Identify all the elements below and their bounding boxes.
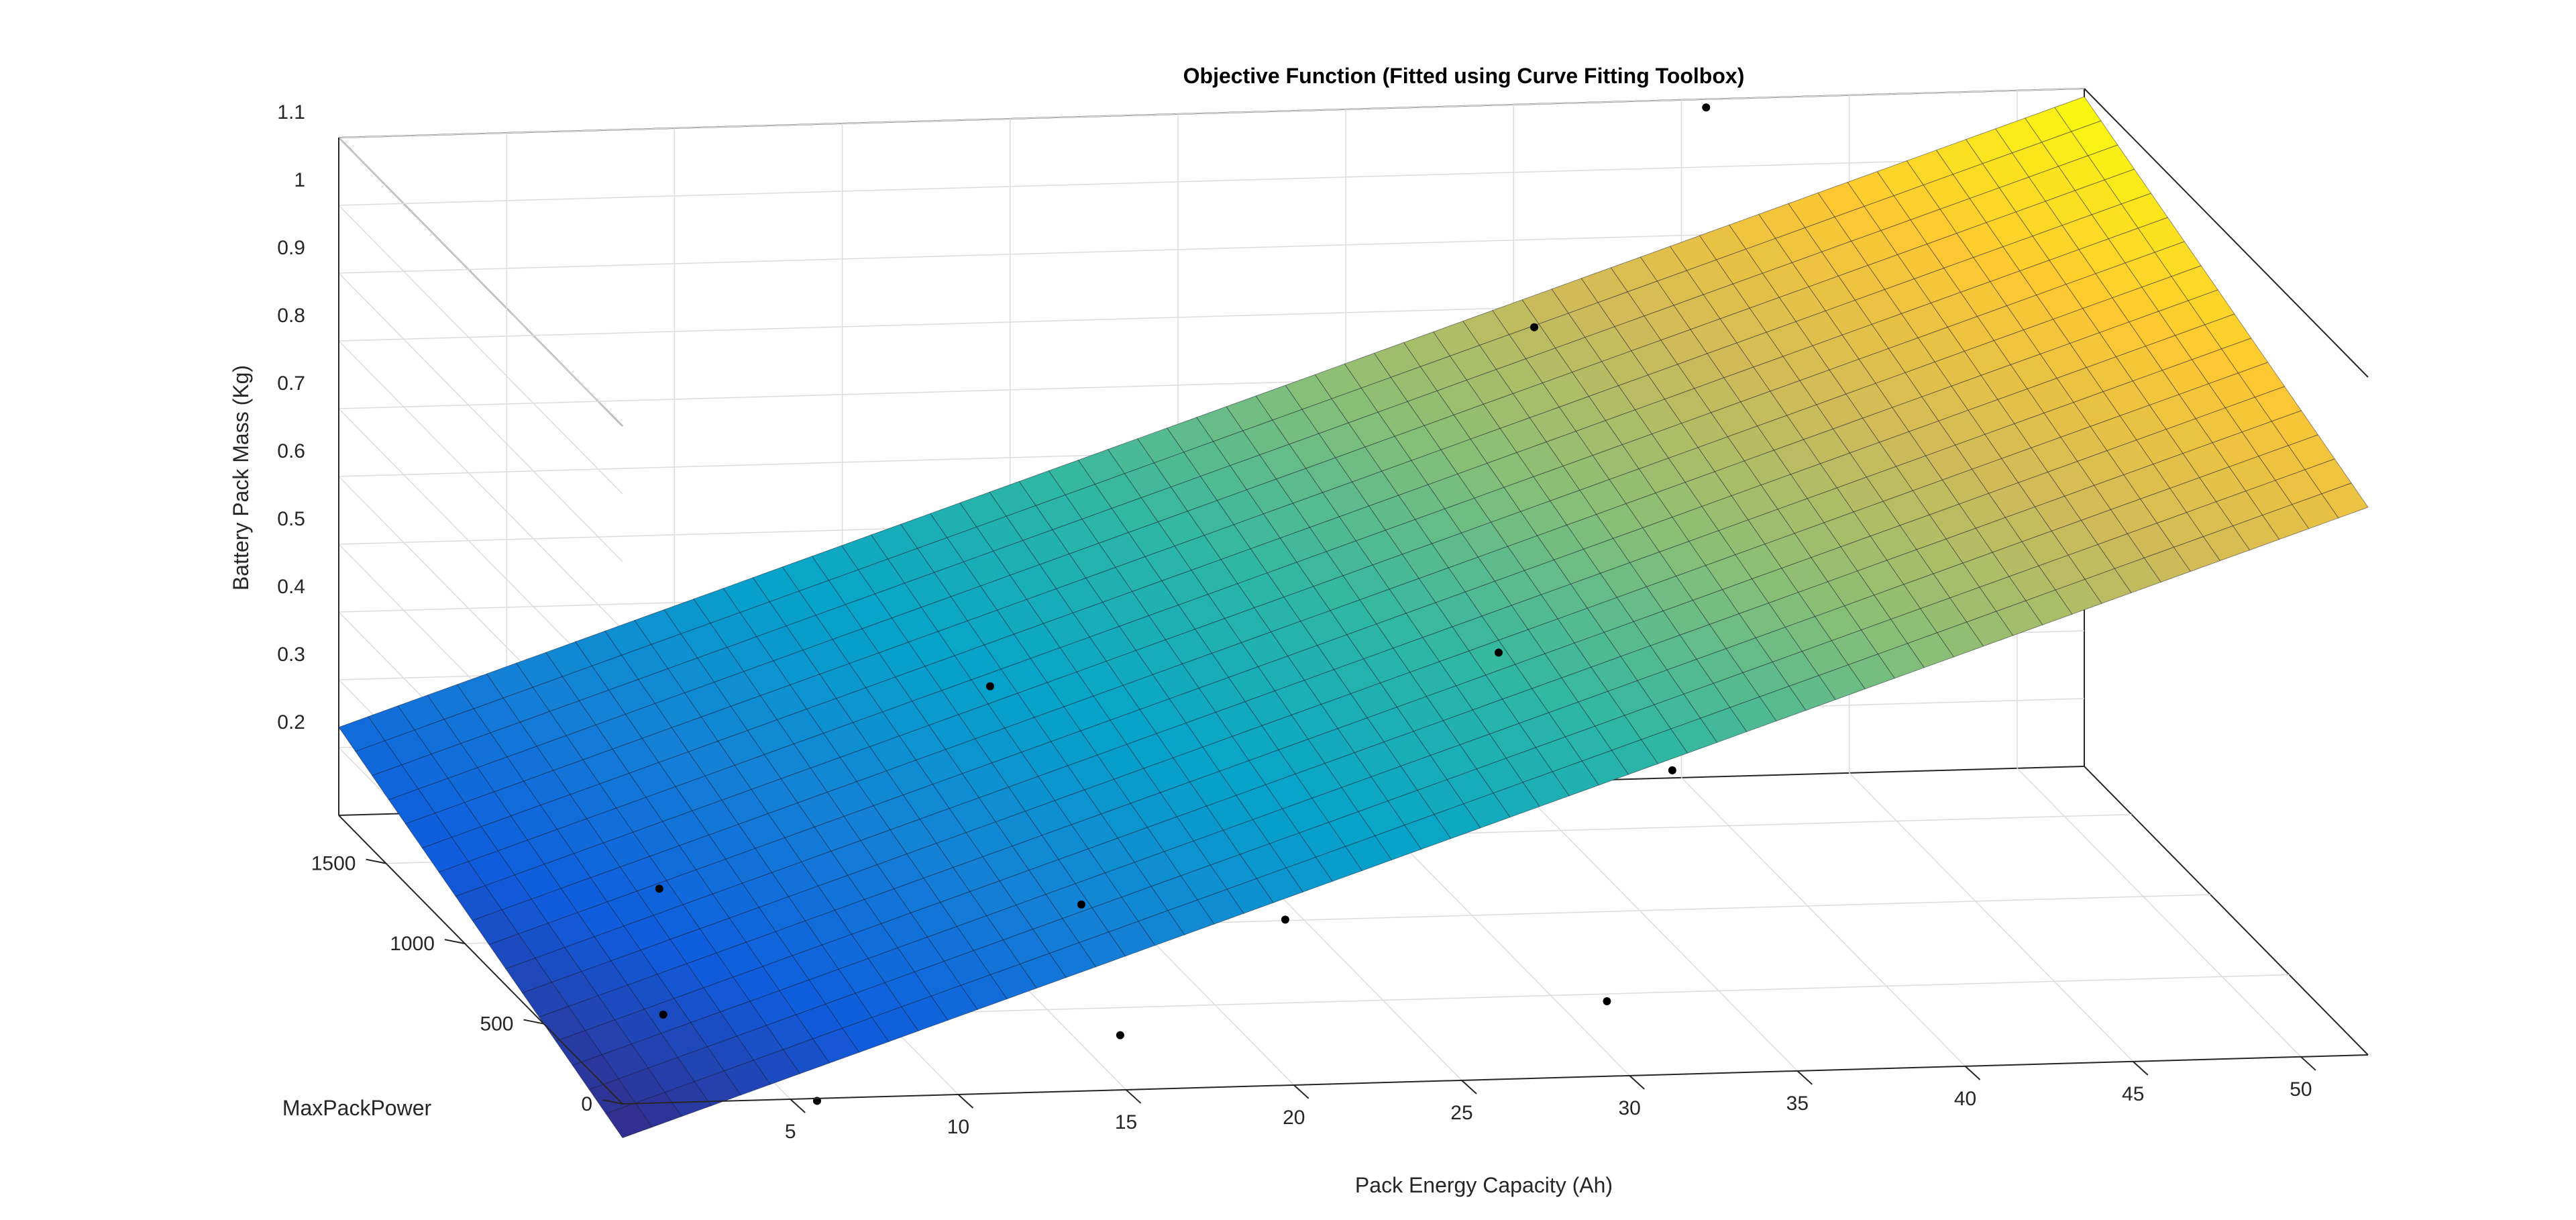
x-tick-label: 10 [947, 1116, 969, 1138]
data-point-marker [655, 884, 663, 893]
x-tick-mark [1964, 1066, 1981, 1080]
grid-line-back-z [338, 88, 2085, 138]
x-tick-mark [790, 1099, 806, 1113]
y-tick-label: 1500 [311, 853, 356, 875]
data-point-marker [1077, 900, 1085, 909]
y-axis-label: MaxPackPower [282, 1096, 432, 1120]
x-tick-label: 45 [2122, 1083, 2144, 1105]
z-tick-label: 1 [294, 169, 305, 191]
x-tick-label: 15 [1115, 1111, 1137, 1133]
x-tick-label: 30 [1618, 1097, 1640, 1119]
x-tick-label: 50 [2290, 1078, 2312, 1101]
x-tick-mark [957, 1094, 974, 1109]
grid-line-floor-x [1849, 772, 2134, 1062]
data-point-marker [1116, 1031, 1124, 1039]
y-tick-mark [366, 858, 386, 864]
y-tick-label: 0 [581, 1093, 592, 1115]
x-tick-label: 20 [1283, 1107, 1305, 1129]
y-tick-label: 1000 [390, 933, 435, 955]
fitted-surface [338, 96, 2369, 1139]
x-axis-label: Pack Energy Capacity (Ah) [1355, 1173, 1613, 1197]
data-point-marker [1281, 915, 1289, 924]
x-tick-mark [1293, 1084, 1309, 1099]
x-tick-mark [1125, 1089, 1142, 1104]
x-tick-mark [2300, 1056, 2316, 1071]
x-tick-label: 25 [1450, 1102, 1472, 1124]
z-tick-label: 0.9 [277, 237, 305, 259]
data-point-marker [985, 682, 994, 691]
z-tick-label: 0.7 [277, 372, 305, 395]
grid-line-floor-x [1681, 777, 1966, 1067]
grid-line-back-z [338, 156, 2085, 206]
grid-line-floor-x [2017, 768, 2302, 1058]
x-axis-line [622, 1054, 2369, 1105]
surface-patch [2121, 193, 2169, 229]
x-tick-mark [1796, 1070, 1813, 1085]
x-tick-label: 5 [785, 1121, 796, 1143]
surface-patch [2271, 410, 2319, 446]
grid-line-left-z [338, 272, 623, 562]
z-tick-label: 0.2 [277, 711, 305, 733]
axes-ticks: 5 10 15 20 25 30 35 40 45 500500100015000.20.30.4… [277, 101, 2316, 1143]
y-tick-mark [444, 939, 466, 945]
z-tick-label: 0.6 [277, 440, 305, 462]
data-point-marker [1668, 766, 1676, 774]
box-edge-floor-right [2084, 766, 2369, 1056]
data-point-marker [1603, 997, 1611, 1005]
z-tick-label: 0.3 [277, 644, 305, 666]
y-tick-label: 500 [480, 1013, 513, 1035]
z-tick-label: 0.5 [277, 508, 305, 530]
surface-patch [2188, 289, 2235, 325]
y-tick-mark [523, 1019, 544, 1025]
chart-title: Objective Function (Fitted using Curve F… [1183, 64, 1745, 88]
z-axis-label: Battery Pack Mass (Kg) [229, 365, 253, 591]
grid-line-left-z [338, 137, 623, 427]
surface-patch [2321, 482, 2369, 519]
x-tick-mark [1629, 1075, 1645, 1090]
z-tick-label: 0.8 [277, 305, 305, 327]
z-tick-label: 0.4 [277, 576, 305, 598]
x-tick-label: 35 [1786, 1092, 1809, 1115]
box-edge-top-right [2084, 88, 2369, 378]
y-tick-mark [602, 1099, 623, 1105]
grid-line-left-z [338, 340, 623, 630]
grid-line-left-z [338, 205, 623, 495]
surface-patch [2220, 338, 2269, 374]
grid-line-floor-x [1513, 782, 1798, 1072]
x-tick-mark [2133, 1061, 2149, 1076]
z-tick-label: 1.1 [277, 101, 305, 123]
x-tick-mark [1461, 1080, 1477, 1095]
data-point-marker [659, 1010, 667, 1019]
surface-patch [2288, 434, 2335, 470]
data-point-marker [1530, 323, 1539, 332]
x-tick-label: 40 [1954, 1088, 1976, 1110]
data-point-marker [1494, 648, 1503, 657]
data-point-marker [1702, 103, 1711, 112]
